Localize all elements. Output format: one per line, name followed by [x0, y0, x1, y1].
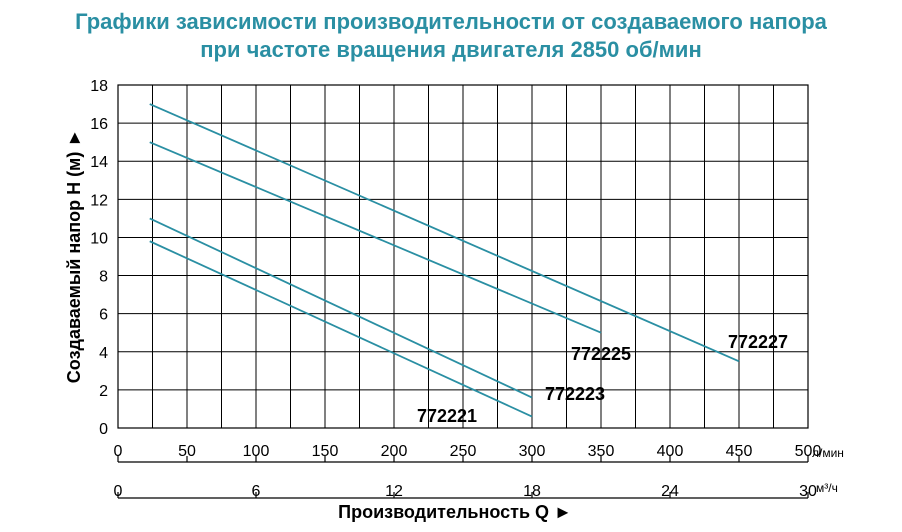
x-tick-label-m3h: 12: [385, 483, 403, 500]
series-line-772223: [149, 217, 533, 399]
y-tick-label: 12: [90, 192, 108, 209]
x-tick-label-m3h: 0: [114, 483, 123, 500]
x-axis-title: Производительность Q ►: [338, 502, 572, 522]
x-tick-label-m3h: 24: [661, 483, 679, 500]
plot-border: [117, 84, 809, 429]
series-label-772225: 772225: [571, 344, 631, 364]
y-tick-label: 14: [90, 154, 108, 171]
y-tick-label: 8: [99, 269, 108, 286]
y-tick-label: 4: [99, 345, 108, 362]
x-tick-label-lpm: 500: [795, 443, 822, 460]
y-axis-title: Создаваемый напор H (м) ►: [64, 129, 84, 383]
y-tick-label: 16: [90, 116, 108, 133]
x-tick-label-lpm: 350: [588, 443, 615, 460]
chart-title: Графики зависимости производительности о…: [0, 8, 902, 64]
y-tick-label: 6: [99, 307, 108, 324]
y-tick-label: 0: [99, 421, 108, 438]
series-line-772227: [149, 103, 740, 363]
x-unit-lpm: л/мин: [812, 446, 844, 460]
x-tick-label-lpm: 150: [312, 443, 339, 460]
x-tick-label-lpm: 0: [114, 443, 123, 460]
x-unit-m3h: м³/ч: [816, 481, 838, 495]
x-tick-label-lpm: 50: [178, 443, 196, 460]
series-label-772223: 772223: [545, 384, 605, 404]
x-tick-label-lpm: 300: [519, 443, 546, 460]
x-tick-label-lpm: 100: [243, 443, 270, 460]
y-tick-label: 2: [99, 383, 108, 400]
y-tick-label: 10: [90, 230, 108, 247]
x-tick-label-m3h: 18: [523, 483, 541, 500]
chart-title-line-1: Графики зависимости производительности о…: [75, 9, 827, 34]
x-tick-label-lpm: 450: [726, 443, 753, 460]
series-line-772221: [149, 240, 533, 418]
series-label-772221: 772221: [417, 406, 477, 426]
chart-title-line-2: при частоте вращения двигателя 2850 об/м…: [200, 37, 702, 62]
y-tick-label: 18: [90, 78, 108, 95]
x-tick-label-lpm: 400: [657, 443, 684, 460]
series-line-772225: [149, 141, 602, 334]
x-tick-label-lpm: 200: [381, 443, 408, 460]
x-tick-label-m3h: 30: [799, 483, 817, 500]
x-tick-label-lpm: 250: [450, 443, 477, 460]
x-tick-label-m3h: 6: [252, 483, 261, 500]
series-label-772227: 772227: [728, 332, 788, 352]
